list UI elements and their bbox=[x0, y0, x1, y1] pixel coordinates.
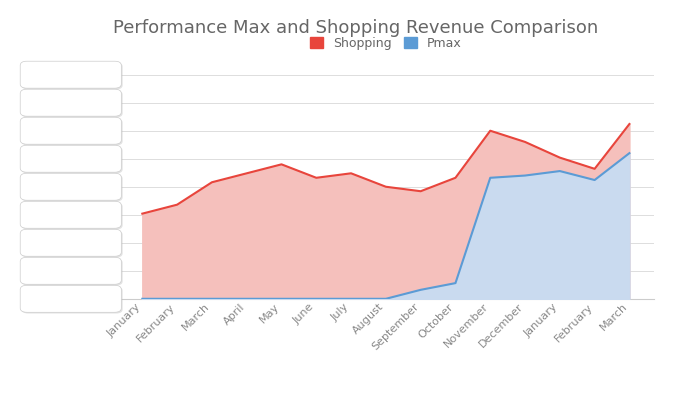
Text: Performance Max and Shopping Revenue Comparison: Performance Max and Shopping Revenue Com… bbox=[113, 19, 598, 37]
Legend: Shopping, Pmax: Shopping, Pmax bbox=[305, 32, 466, 55]
